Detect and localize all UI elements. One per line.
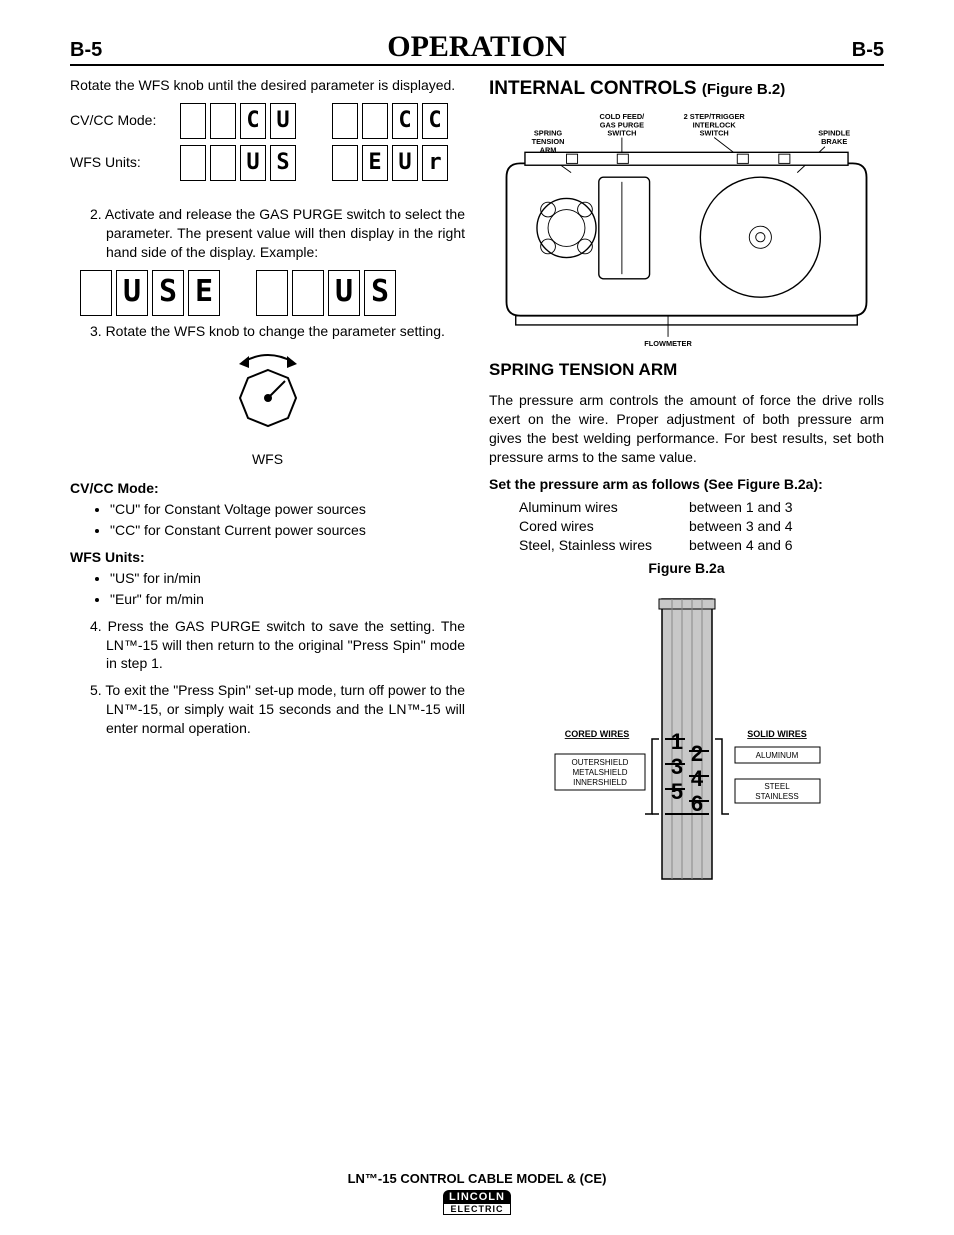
footer-model: LN™-15 CONTROL CABLE MODEL & (CE): [0, 1171, 954, 1186]
seg: U: [392, 145, 418, 181]
spring-para: The pressure arm controls the amount of …: [489, 391, 884, 467]
seg: U: [270, 103, 296, 139]
svg-text:3: 3: [670, 754, 682, 779]
header-left: B-5: [70, 39, 102, 62]
svg-text:SOLID WIRES: SOLID WIRES: [747, 729, 807, 739]
step-2: 2. Activate and release the GAS PURGE sw…: [70, 205, 465, 262]
bullet: "CU" for Constant Voltage power sources: [110, 500, 465, 519]
seg: [210, 145, 236, 181]
step-3: 3. Rotate the WFS knob to change the par…: [70, 322, 465, 341]
intro-text: Rotate the WFS knob until the desired pa…: [70, 76, 465, 95]
seg: C: [240, 103, 266, 139]
wfs-knob-figure: WFS: [70, 350, 465, 469]
pressure-row: Steel, Stainless wires between 4 and 6: [519, 536, 884, 555]
wfs-units-heading: WFS Units:: [70, 548, 465, 567]
svg-text:METALSHIELD: METALSHIELD: [572, 768, 627, 777]
seg: [256, 270, 288, 316]
seg: [180, 103, 206, 139]
svg-text:SWITCH: SWITCH: [607, 128, 636, 137]
page-header: B-5 OPERATION B-5: [70, 30, 884, 66]
figure-ref: (Figure B.2): [702, 81, 785, 98]
logo-sub: ELECTRIC: [443, 1204, 511, 1215]
header-right: B-5: [852, 39, 884, 62]
lincoln-logo: LINCOLN ELECTRIC: [443, 1190, 511, 1215]
pressure-set-heading: Set the pressure arm as follows (See Fig…: [489, 475, 884, 494]
svg-text:FLOWMETER: FLOWMETER: [644, 339, 692, 348]
svg-text:ALUMINUM: ALUMINUM: [755, 751, 798, 760]
tension-arm-diagram: 1 2 3 4 5 6 CORED WIRES OUTERSHIELD: [537, 589, 837, 889]
internal-controls-diagram: COLD FEED/ GAS PURGE SWITCH 2 STEP/TRIGG…: [489, 108, 884, 348]
cvcc-bullets: "CU" for Constant Voltage power sources …: [110, 500, 465, 540]
seg: U: [240, 145, 266, 181]
svg-text:STEEL: STEEL: [764, 782, 790, 791]
step-4: 4. Press the GAS PURGE switch to save th…: [70, 617, 465, 674]
pressure-row: Cored wires between 3 and 4: [519, 517, 884, 536]
svg-text:CORED WIRES: CORED WIRES: [564, 729, 629, 739]
seg: S: [364, 270, 396, 316]
seg: [180, 145, 206, 181]
svg-text:BRAKE: BRAKE: [821, 137, 847, 146]
seg: [292, 270, 324, 316]
bullet: "CC" for Constant Current power sources: [110, 521, 465, 540]
knob-icon: [213, 350, 323, 450]
right-column: INTERNAL CONTROLS (Figure B.2) COLD FEED…: [489, 76, 884, 889]
seg: [80, 270, 112, 316]
svg-text:STAINLESS: STAINLESS: [755, 792, 798, 801]
seg: C: [392, 103, 418, 139]
svg-text:5: 5: [670, 779, 682, 804]
wfs-row: WFS Units: U S E U r: [70, 145, 465, 181]
cvcc-label: CV/CC Mode:: [70, 111, 180, 130]
seg: U: [328, 270, 360, 316]
pressure-settings-list: Aluminum wires between 1 and 3 Cored wir…: [519, 498, 884, 555]
figure-b2a-caption: Figure B.2a: [489, 559, 884, 578]
seg: S: [270, 145, 296, 181]
page: B-5 OPERATION B-5 Rotate the WFS knob un…: [0, 0, 954, 1235]
svg-text:4: 4: [690, 766, 703, 791]
bullet: "US" for in/min: [110, 569, 465, 588]
seg: r: [422, 145, 448, 181]
svg-text:2: 2: [690, 741, 702, 766]
svg-text:SWITCH: SWITCH: [700, 128, 729, 137]
pressure-row: Aluminum wires between 1 and 3: [519, 498, 884, 517]
cvcc-row: CV/CC Mode: C U C C: [70, 103, 465, 139]
seg: E: [188, 270, 220, 316]
svg-text:OUTERSHIELD: OUTERSHIELD: [571, 758, 628, 767]
svg-text:6: 6: [690, 791, 702, 816]
wfs-label: WFS Units:: [70, 153, 180, 172]
svg-text:1: 1: [670, 729, 682, 754]
wfs-caption: WFS: [252, 450, 283, 469]
seg: C: [422, 103, 448, 139]
bullet: "Eur" for m/min: [110, 590, 465, 609]
internal-controls-heading: INTERNAL CONTROLS (Figure B.2): [489, 76, 884, 102]
cvcc-mode-heading: CV/CC Mode:: [70, 479, 465, 498]
seg: S: [152, 270, 184, 316]
seg: E: [362, 145, 388, 181]
seg: [332, 145, 358, 181]
header-title: OPERATION: [387, 30, 566, 64]
content-columns: Rotate the WFS knob until the desired pa…: [70, 76, 884, 889]
seg: [210, 103, 236, 139]
left-column: Rotate the WFS knob until the desired pa…: [70, 76, 465, 889]
logo-brand: LINCOLN: [443, 1190, 511, 1204]
step-5: 5. To exit the "Press Spin" set-up mode,…: [70, 681, 465, 738]
seg: [362, 103, 388, 139]
wfs-bullets: "US" for in/min "Eur" for m/min: [110, 569, 465, 609]
page-footer: LN™-15 CONTROL CABLE MODEL & (CE) LINCOL…: [0, 1171, 954, 1215]
example-row: U S E U S: [80, 270, 465, 316]
svg-text:INNERSHIELD: INNERSHIELD: [573, 778, 627, 787]
spring-tension-heading: SPRING TENSION ARM: [489, 359, 884, 382]
seg: [332, 103, 358, 139]
seg: U: [116, 270, 148, 316]
